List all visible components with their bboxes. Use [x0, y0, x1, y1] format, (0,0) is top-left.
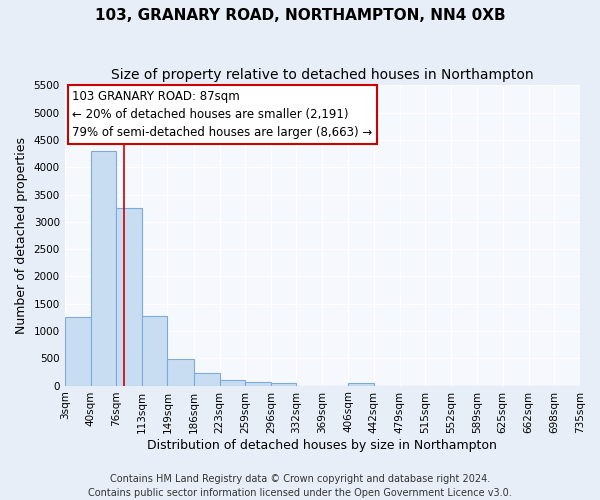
Bar: [245, 382, 271, 386]
X-axis label: Distribution of detached houses by size in Northampton: Distribution of detached houses by size …: [148, 440, 497, 452]
Bar: [116, 208, 142, 386]
Bar: [167, 360, 194, 386]
Y-axis label: Number of detached properties: Number of detached properties: [15, 137, 28, 334]
Bar: [142, 316, 167, 386]
Bar: [65, 317, 91, 386]
Bar: [91, 151, 116, 386]
Text: 103 GRANARY ROAD: 87sqm
← 20% of detached houses are smaller (2,191)
79% of semi: 103 GRANARY ROAD: 87sqm ← 20% of detache…: [73, 90, 373, 139]
Text: 103, GRANARY ROAD, NORTHAMPTON, NN4 0XB: 103, GRANARY ROAD, NORTHAMPTON, NN4 0XB: [95, 8, 505, 22]
Bar: [220, 380, 245, 386]
Bar: [349, 382, 374, 386]
Title: Size of property relative to detached houses in Northampton: Size of property relative to detached ho…: [111, 68, 533, 82]
Bar: [193, 373, 220, 386]
Bar: [271, 382, 296, 386]
Text: Contains HM Land Registry data © Crown copyright and database right 2024.
Contai: Contains HM Land Registry data © Crown c…: [88, 474, 512, 498]
